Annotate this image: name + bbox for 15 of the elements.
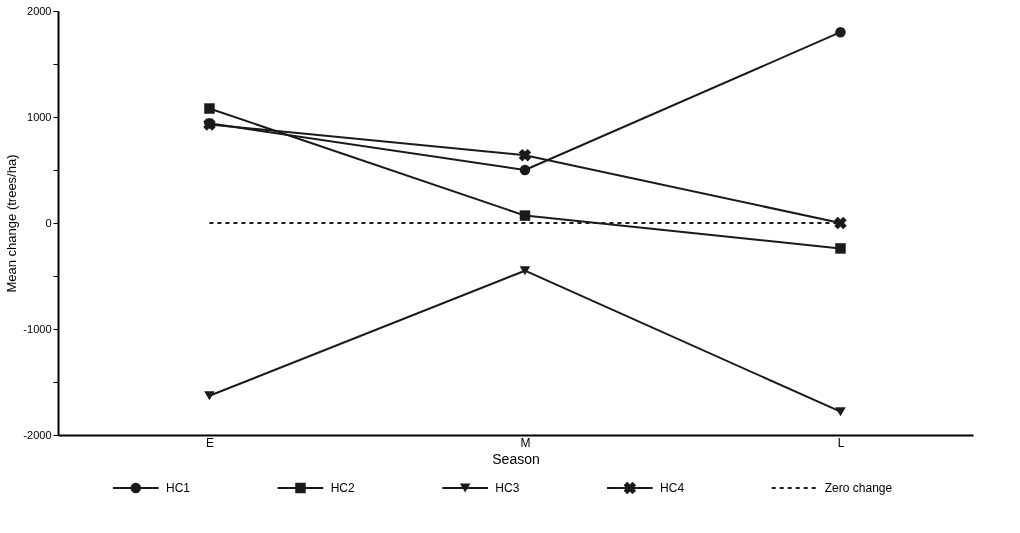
y-tick-label: 2000 xyxy=(27,4,52,17)
legend-label: HC3 xyxy=(495,481,520,495)
legend-label: Zero change xyxy=(824,481,893,495)
x-tick-label: E xyxy=(205,435,214,450)
x-tick-label: L xyxy=(837,435,845,450)
x-tick-label: M xyxy=(520,435,531,450)
y-tick-label: -1000 xyxy=(23,322,52,335)
y-tick-label: 1000 xyxy=(27,110,52,123)
y-tick-label: 0 xyxy=(45,216,52,229)
y-axis-title: Mean change (trees/ha) xyxy=(4,154,20,293)
y-tick-label: -2000 xyxy=(23,428,52,441)
legend-label: HC1 xyxy=(165,481,191,495)
x-axis-title: Season xyxy=(492,450,540,467)
legend-label: HC2 xyxy=(330,481,355,495)
legend-label: HC4 xyxy=(660,481,685,495)
